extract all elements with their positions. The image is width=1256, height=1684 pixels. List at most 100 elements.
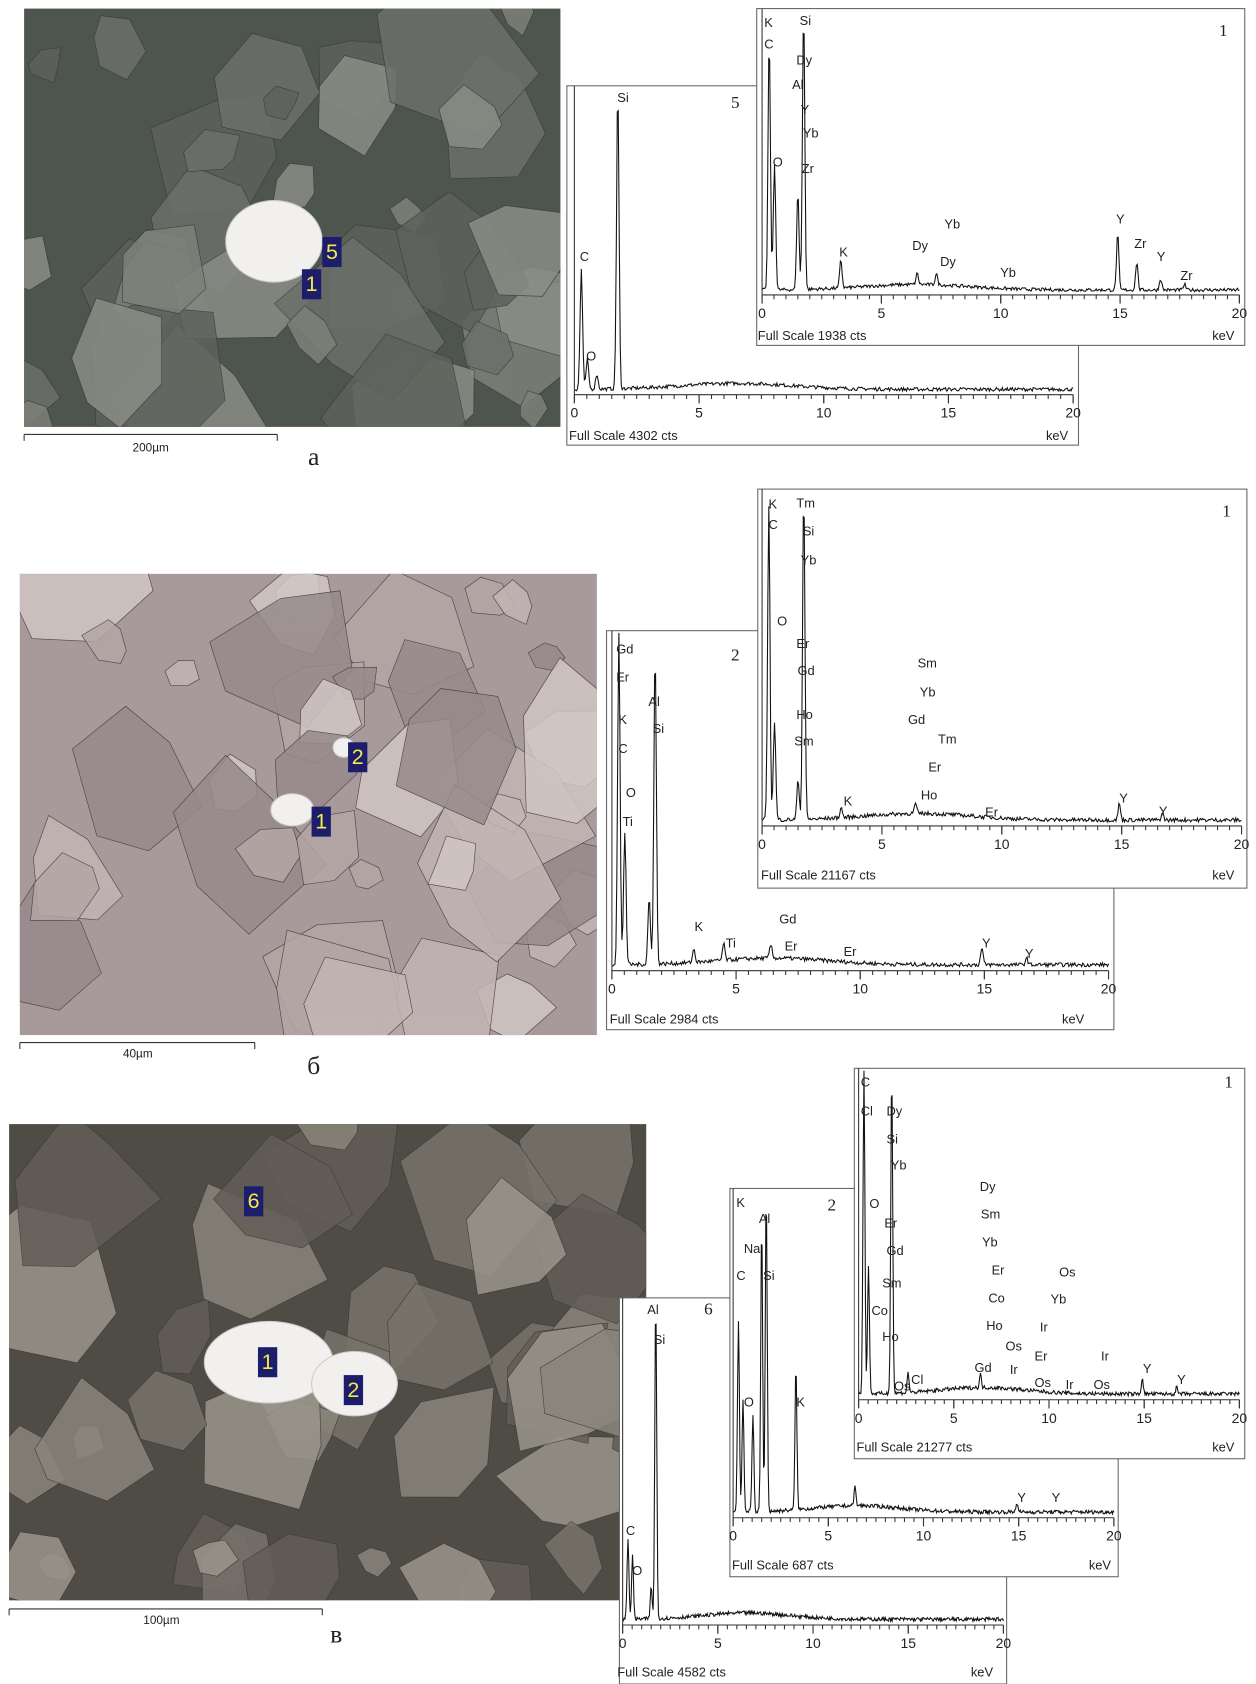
particle [467,205,561,297]
element-label: Sm [794,734,813,749]
x-tick-label: 20 [1101,981,1117,997]
element-label: Y [801,102,810,117]
element-label: Si [653,721,664,736]
element-label: Ho [882,1329,898,1344]
element-label: Y [1157,249,1166,264]
element-label: Sm [918,655,937,670]
panel-letter: б [307,1051,320,1080]
point-marker-box [244,1186,264,1217]
particle [461,320,514,376]
x-tick-label: 5 [878,836,886,852]
point-marker-box [322,237,342,268]
x-tick-label: 15 [941,405,957,421]
element-label: O [586,349,596,364]
particle [263,85,300,121]
x-tick-label: 10 [816,405,832,421]
particle [500,8,534,37]
element-label: Zr [1180,268,1193,283]
x-tick-label: 20 [1106,1528,1122,1544]
full-scale: Full Scale 687 cts [732,1557,833,1572]
spectrum-number: 2 [731,645,740,664]
particle [466,1176,567,1296]
element-label: Co [871,1303,887,1318]
particle [523,657,597,824]
element-label: O [632,1563,642,1578]
point-marker: 1 [306,272,318,296]
particle [234,827,302,883]
element-label: Dy [980,1179,996,1194]
unit: keV [971,1665,994,1680]
element-label: Er [992,1262,1006,1277]
point-marker: 2 [347,1378,359,1402]
unit: keV [1089,1557,1112,1572]
point-marker-box [343,1375,364,1406]
x-tick-label: 15 [900,1635,916,1651]
particle [213,1133,353,1249]
point-marker: 5 [326,240,338,264]
x-tick-label: 5 [714,1635,722,1651]
particle [398,1542,497,1601]
x-tick-label: 0 [758,836,766,852]
element-label: Y [1119,791,1128,806]
element-label: O [626,785,636,800]
element-label: C [736,1268,745,1283]
point-marker-box [348,742,368,773]
element-label: Zr [802,161,815,176]
micrograph [24,8,561,427]
particle [272,163,315,208]
x-tick-label: 0 [758,305,766,321]
element-label: Y [982,935,991,950]
element-label: Ir [1101,1348,1110,1363]
unit: keV [1212,868,1235,883]
element-label: K [796,1394,805,1409]
unit: keV [1046,428,1069,443]
full-scale: Full Scale 21167 cts [761,868,876,883]
element-label: K [844,794,853,809]
element-label: Si [803,523,814,538]
particle [395,688,517,826]
spectrum-curve [622,1323,1004,1624]
element-label: C [580,249,589,264]
element-label: Al [648,694,659,709]
x-tick-label: 10 [852,981,868,997]
point-marker: 1 [262,1350,274,1374]
element-label: Si [800,13,811,28]
element-label: K [839,245,848,260]
spectrum-number: 5 [731,93,740,112]
particle [127,1370,208,1452]
x-tick-label: 10 [916,1528,932,1544]
particle [24,235,52,291]
panel-letter: а [308,442,320,471]
x-tick-label: 5 [695,405,703,421]
element-label: K [695,919,704,934]
scale-bar-label: 100µm [143,1614,179,1627]
element-label: Os [1035,1375,1051,1390]
element-label: O [773,154,783,169]
particle [72,705,202,852]
element-label: Y [1177,1372,1186,1387]
element-label: C [618,741,627,756]
element-label: Zr [1134,236,1147,251]
particle [93,15,147,81]
element-label: Os [1006,1339,1022,1354]
x-tick-label: 0 [729,1528,737,1544]
particle [492,579,533,625]
element-label: Er [796,636,810,651]
element-label: Y [1025,946,1034,961]
x-tick-label: 0 [570,405,578,421]
element-label: Os [894,1378,910,1393]
spectrum-number: 1 [1222,502,1231,521]
element-label: Y [1159,803,1168,818]
spectrum-box [757,488,1248,889]
element-label: Sm [882,1275,901,1290]
particle [296,1124,359,1151]
x-tick-label: 5 [950,1410,958,1426]
element-label: Ir [1066,1377,1075,1392]
particle [320,333,467,427]
full-scale: Full Scale 4582 cts [617,1665,726,1680]
particle [28,47,61,84]
full-scale: Full Scale 1938 cts [758,328,867,343]
particle [438,84,503,150]
